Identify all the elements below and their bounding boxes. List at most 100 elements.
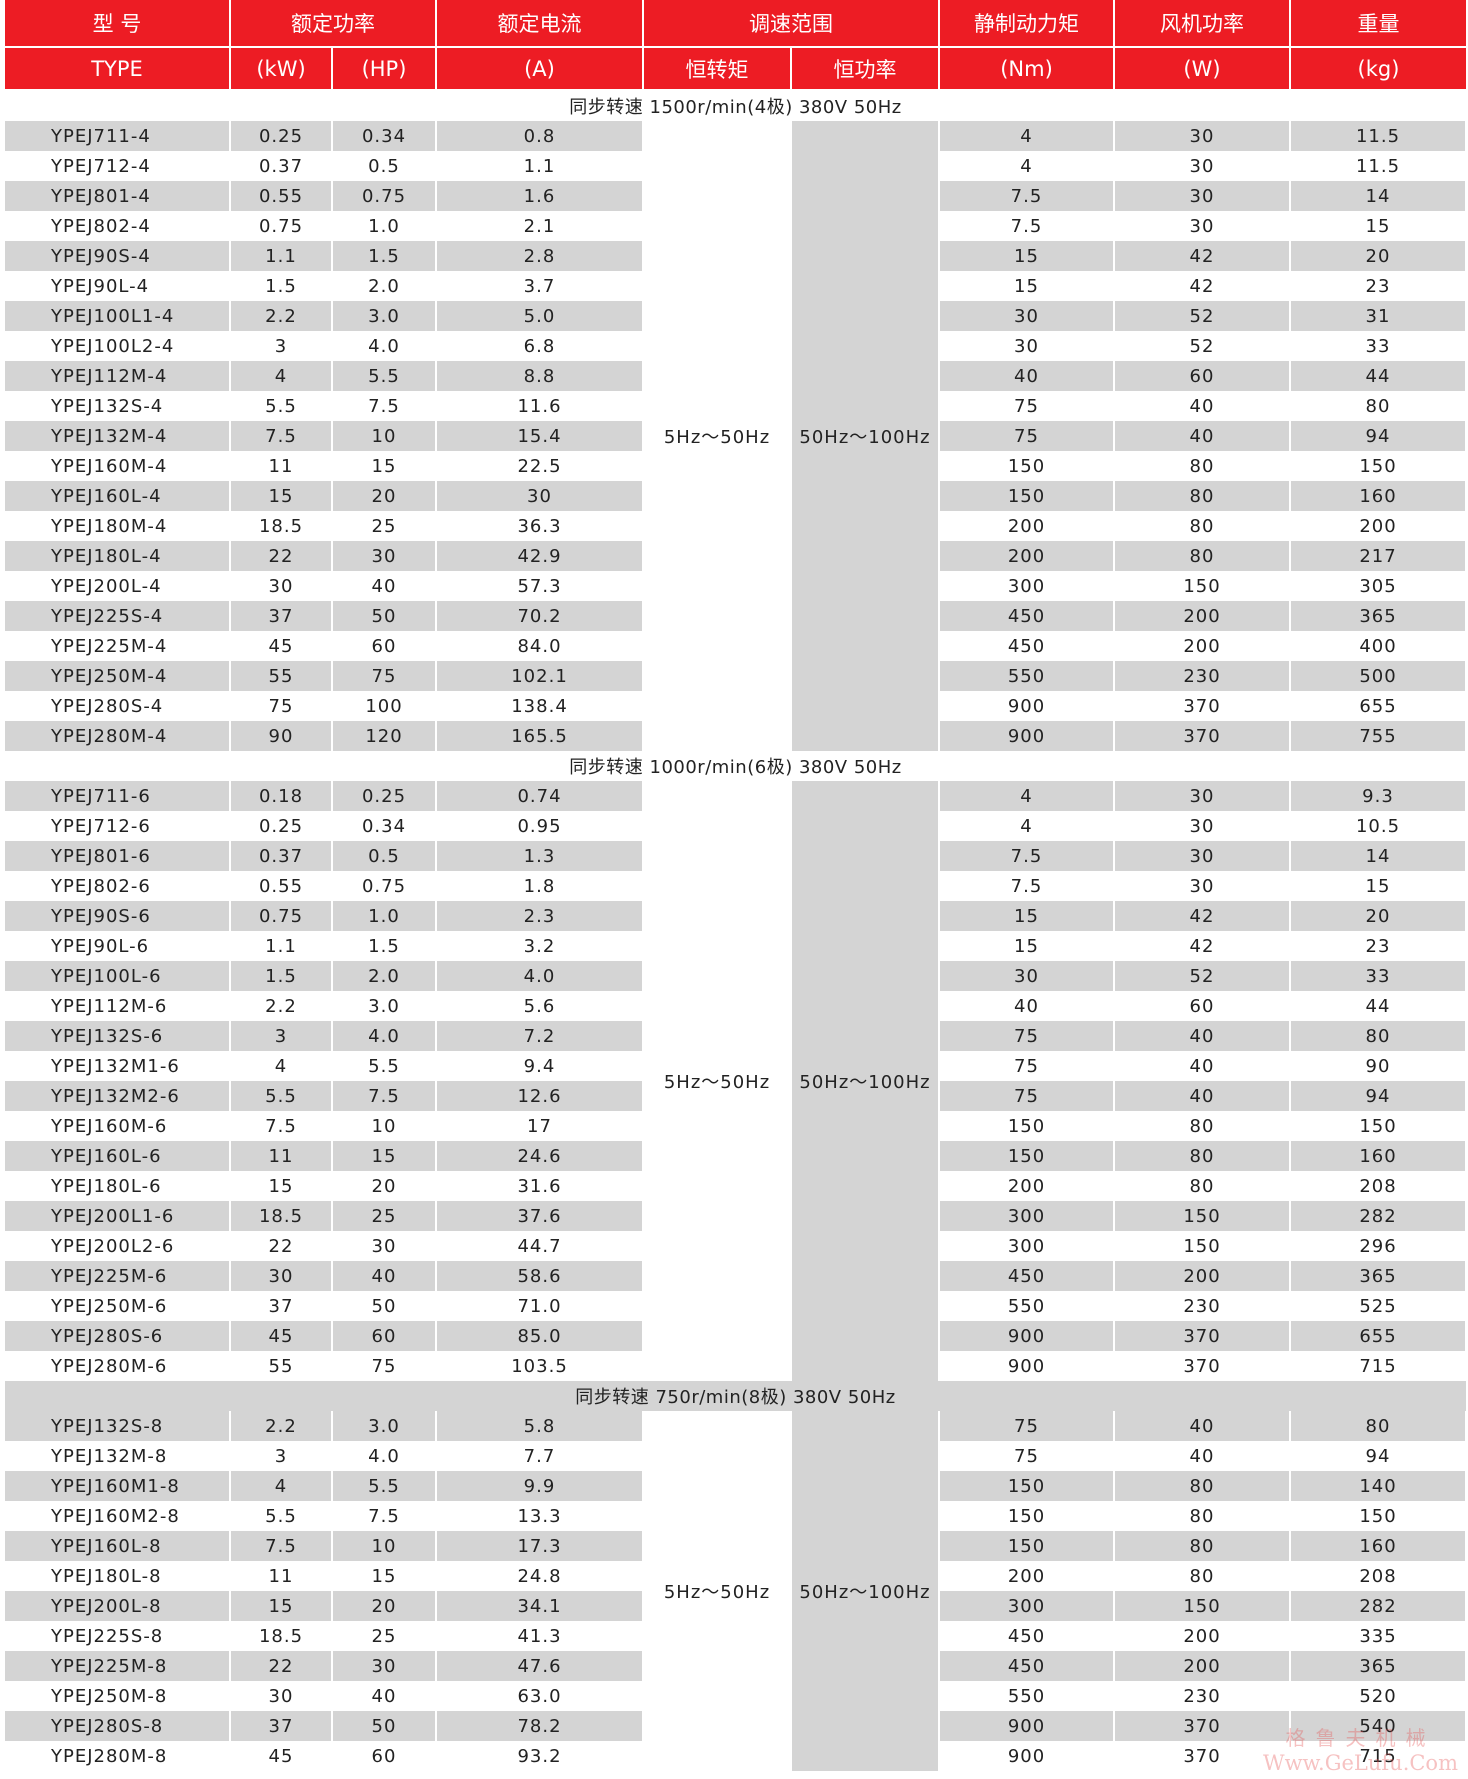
cell-brake-torque: 300 — [939, 1231, 1115, 1261]
table-row: YPEJ225M-4 45 60 84.0 450 200 400 — [5, 631, 1467, 661]
cell-brake-torque: 75 — [939, 1411, 1115, 1441]
cell-weight: 150 — [1290, 451, 1467, 481]
cell-model: YPEJ200L-8 — [5, 1591, 231, 1621]
cell-model: YPEJ801-6 — [5, 841, 231, 871]
table-row: YPEJ160L-8 7.5 10 17.3 150 80 160 — [5, 1531, 1467, 1561]
cell-model: YPEJ280M-4 — [5, 721, 231, 751]
cell-power-kw: 2.2 — [230, 991, 333, 1021]
cell-model: YPEJ180L-6 — [5, 1171, 231, 1201]
cell-weight: 755 — [1290, 721, 1467, 751]
cell-current: 36.3 — [436, 511, 644, 541]
cell-current: 70.2 — [436, 601, 644, 631]
cell-fan-power: 42 — [1114, 241, 1291, 271]
table-row: YPEJ280S-8 37 50 78.2 900 370 540 — [5, 1711, 1467, 1741]
cell-brake-torque: 300 — [939, 571, 1115, 601]
cell-brake-torque: 75 — [939, 391, 1115, 421]
cell-current: 3.2 — [436, 931, 644, 961]
cell-power-hp: 7.5 — [332, 1501, 437, 1531]
header-fan-power: 风机功率 — [1114, 0, 1291, 48]
section-label: 同步转速 750r/min(8极) 380V 50Hz — [5, 1381, 1466, 1411]
cell-model: YPEJ712-6 — [5, 811, 231, 841]
header-weight: 重量 — [1290, 0, 1466, 48]
cell-fan-power: 200 — [1114, 631, 1291, 661]
cell-current: 57.3 — [436, 571, 644, 601]
cell-brake-torque: 900 — [939, 721, 1115, 751]
cell-current: 0.95 — [436, 811, 644, 841]
cell-current: 5.8 — [436, 1411, 644, 1441]
cell-current: 44.7 — [436, 1231, 644, 1261]
cell-brake-torque: 300 — [939, 1201, 1115, 1231]
table-row: YPEJ132M2-6 5.5 7.5 12.6 75 40 94 — [5, 1081, 1467, 1111]
cell-power-hp: 4.0 — [332, 1021, 437, 1051]
cell-weight: 160 — [1290, 481, 1467, 511]
section-label-row: 同步转速 1500r/min(4极) 380V 50Hz — [5, 90, 1466, 121]
cell-model: YPEJ160M-6 — [5, 1111, 231, 1141]
cell-weight: 160 — [1290, 1141, 1467, 1171]
cell-current: 2.1 — [436, 211, 644, 241]
cell-fan-power: 200 — [1114, 1261, 1291, 1291]
cell-power-kw: 5.5 — [230, 1081, 333, 1111]
cell-power-hp: 30 — [332, 1651, 437, 1681]
cell-power-kw: 15 — [230, 1171, 333, 1201]
cell-power-kw: 4 — [230, 1471, 333, 1501]
cell-brake-torque: 75 — [939, 1441, 1115, 1471]
cell-power-hp: 60 — [332, 1321, 437, 1351]
cell-weight: 296 — [1290, 1231, 1467, 1261]
cell-weight: 140 — [1290, 1471, 1467, 1501]
table-row: YPEJ180L-8 11 15 24.8 200 80 208 — [5, 1561, 1467, 1591]
cell-weight: 44 — [1290, 991, 1467, 1021]
table-row: YPEJ132S-4 5.5 7.5 11.6 75 40 80 — [5, 391, 1467, 421]
cell-current: 5.6 — [436, 991, 644, 1021]
cell-weight: 500 — [1290, 661, 1467, 691]
cell-weight: 208 — [1290, 1561, 1467, 1591]
cell-model: YPEJ180L-4 — [5, 541, 231, 571]
cell-weight: 80 — [1290, 1021, 1467, 1051]
cell-brake-torque: 900 — [939, 1741, 1115, 1771]
table-row: YPEJ225M-6 30 40 58.6 450 200 365 — [5, 1261, 1467, 1291]
cell-model: YPEJ801-4 — [5, 181, 231, 211]
cell-current: 2.8 — [436, 241, 644, 271]
table-row: YPEJ90S-6 0.75 1.0 2.3 15 42 20 — [5, 901, 1467, 931]
cell-brake-torque: 450 — [939, 1261, 1115, 1291]
cell-current: 37.6 — [436, 1201, 644, 1231]
cell-power-kw: 37 — [230, 1711, 333, 1741]
cell-fan-power: 80 — [1114, 481, 1291, 511]
cell-power-kw: 11 — [230, 1561, 333, 1591]
cell-fan-power: 80 — [1114, 1111, 1291, 1141]
cell-power-kw: 30 — [230, 1261, 333, 1291]
cell-brake-torque: 200 — [939, 1561, 1115, 1591]
table-row: YPEJ711-6 0.18 0.25 0.74 5Hz～50Hz 50Hz～100Hz 4… — [5, 781, 1467, 1381]
cell-power-hp: 0.5 — [332, 841, 437, 871]
cell-model: YPEJ280S-8 — [5, 1711, 231, 1741]
cell-fan-power: 52 — [1114, 331, 1291, 361]
cell-current: 165.5 — [436, 721, 644, 751]
cell-power-hp: 40 — [332, 1261, 437, 1291]
cell-weight: 10.5 — [1290, 811, 1467, 841]
cell-brake-torque: 550 — [939, 1681, 1115, 1711]
unit-hp: (HP) — [332, 47, 437, 91]
cell-model: YPEJ180M-4 — [5, 511, 231, 541]
cell-weight: 94 — [1290, 1441, 1467, 1471]
unit-type: TYPE — [5, 47, 231, 91]
cell-model: YPEJ802-6 — [5, 871, 231, 901]
table-row: YPEJ280M-6 55 75 103.5 900 370 715 — [5, 1351, 1467, 1381]
cell-power-hp: 1.5 — [332, 931, 437, 961]
header-rated-current: 额定电流 — [436, 0, 644, 48]
cell-fan-power: 42 — [1114, 901, 1291, 931]
table-row: YPEJ112M-6 2.2 3.0 5.6 40 60 44 — [5, 991, 1467, 1021]
cell-power-kw: 37 — [230, 601, 333, 631]
cell-weight: 150 — [1290, 1501, 1467, 1531]
cell-weight: 80 — [1290, 391, 1467, 421]
cell-brake-torque: 900 — [939, 691, 1115, 721]
cell-weight: 15 — [1290, 211, 1467, 241]
cell-power-kw: 75 — [230, 691, 333, 721]
cell-fan-power: 42 — [1114, 271, 1291, 301]
cell-power-kw: 0.25 — [230, 121, 333, 151]
cell-weight: 305 — [1290, 571, 1467, 601]
cell-current: 1.8 — [436, 871, 644, 901]
cell-power-hp: 20 — [332, 1591, 437, 1621]
cell-weight: 11.5 — [1290, 151, 1467, 181]
cell-brake-torque: 30 — [939, 331, 1115, 361]
cell-brake-torque: 150 — [939, 451, 1115, 481]
cell-constant-torque-range: 5Hz～50Hz — [643, 121, 792, 751]
